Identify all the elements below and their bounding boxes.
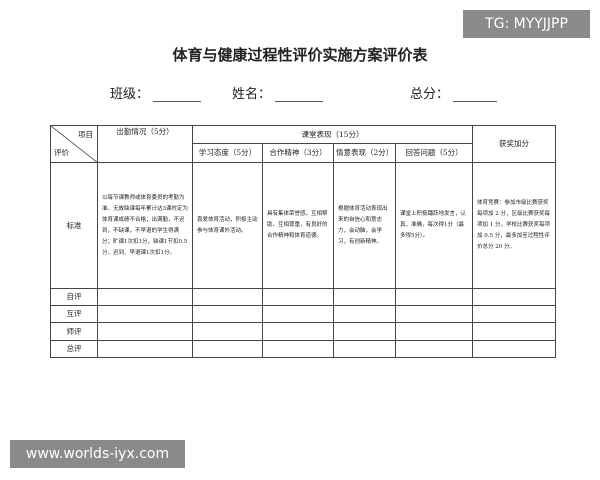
- watermark-bottom: www.worlds-iyx.com: [10, 440, 185, 468]
- table-row: 总评: [50, 340, 557, 358]
- table-row: 自评: [50, 288, 557, 306]
- cell[interactable]: [97, 305, 193, 323]
- cell[interactable]: [472, 305, 557, 323]
- cell[interactable]: [192, 340, 263, 358]
- cell[interactable]: [472, 288, 557, 306]
- diagonal-line: [51, 126, 98, 163]
- cell[interactable]: [262, 305, 334, 323]
- corner-bottom-label: 评价: [54, 148, 69, 157]
- cell[interactable]: [394, 322, 474, 341]
- cell[interactable]: [394, 288, 474, 306]
- cell[interactable]: [192, 322, 263, 341]
- standard-answering: 课堂上积极踊跃地发言，认真，准确，每次得1分（最多得5分）。: [394, 162, 474, 289]
- class-field: 班级：: [110, 83, 202, 102]
- cell[interactable]: [262, 340, 334, 358]
- cell[interactable]: [472, 340, 557, 358]
- class-blank: [153, 89, 202, 102]
- cell[interactable]: [192, 305, 263, 323]
- row-label: 总评: [50, 340, 98, 358]
- cell[interactable]: [333, 288, 396, 306]
- cell[interactable]: [97, 288, 193, 306]
- header-attendance: 出勤情况（5分）: [97, 125, 193, 163]
- cell[interactable]: [472, 322, 557, 341]
- standard-attitude: 喜爱体育活动，积极主动参与体育课外活动。: [192, 162, 263, 289]
- header-attitude: 学习态度（5分）: [192, 143, 263, 163]
- table-row: 互评: [50, 305, 557, 323]
- header-answering: 回答问题（5分）: [394, 143, 474, 163]
- corner-top-label: 项目: [78, 130, 93, 139]
- standard-emotion: 根据体育活动表现出来的自信心和意志力，会动脑，会学习，有创新精神。: [333, 162, 396, 289]
- name-blank: [275, 89, 324, 102]
- standard-cooperation: 具有集体荣誉感，互相帮助，互相尊重，有良好的合作精神和体育道德。: [262, 162, 334, 289]
- header-classroom: 课堂表现（15分）: [191, 125, 474, 144]
- name-label: 姓名：: [232, 87, 272, 102]
- cell[interactable]: [394, 305, 474, 323]
- cell[interactable]: [192, 288, 263, 306]
- total-blank: [453, 89, 498, 102]
- cell[interactable]: [333, 340, 396, 358]
- header-emotion: 情意表现（2分）: [333, 143, 396, 163]
- header-cooperation: 合作精神（3分）: [262, 143, 334, 163]
- table-row: 师评: [50, 322, 557, 341]
- cell[interactable]: [262, 288, 334, 306]
- watermark-top: TG: MYYJJPP: [463, 10, 590, 38]
- cell[interactable]: [97, 340, 193, 358]
- cell[interactable]: [97, 322, 193, 341]
- corner-cell: 项目 评价: [50, 125, 98, 163]
- header-award: 获奖加分: [472, 125, 557, 163]
- class-label: 班级：: [110, 87, 150, 102]
- standard-attendance: 以每节课教师或体育委员的考勤为准。无故缺课每年累计达3课时定为体育课成绩不合格；…: [97, 162, 193, 289]
- cell[interactable]: [262, 322, 334, 341]
- document-title: 体育与健康过程性评价实施方案评价表: [172, 46, 428, 64]
- evaluation-table: 项目 评价 出勤情况（5分） 课堂表现（15分） 获奖加分 学习态度（5分） 合…: [50, 125, 557, 358]
- row-label: 互评: [50, 305, 98, 323]
- cell[interactable]: [394, 340, 474, 358]
- standard-label: 标准: [50, 162, 98, 289]
- row-label: 师评: [50, 322, 98, 341]
- cell[interactable]: [333, 322, 396, 341]
- total-field: 总分：: [410, 83, 498, 102]
- row-label: 自评: [50, 288, 98, 306]
- total-label: 总分：: [410, 87, 450, 102]
- standard-award: 体育竞赛：参加市级比赛获奖每项加 2 分，区级比赛获奖每项加 1 分，学校比赛获…: [472, 162, 557, 289]
- cell[interactable]: [333, 305, 396, 323]
- name-field: 姓名：: [232, 83, 324, 102]
